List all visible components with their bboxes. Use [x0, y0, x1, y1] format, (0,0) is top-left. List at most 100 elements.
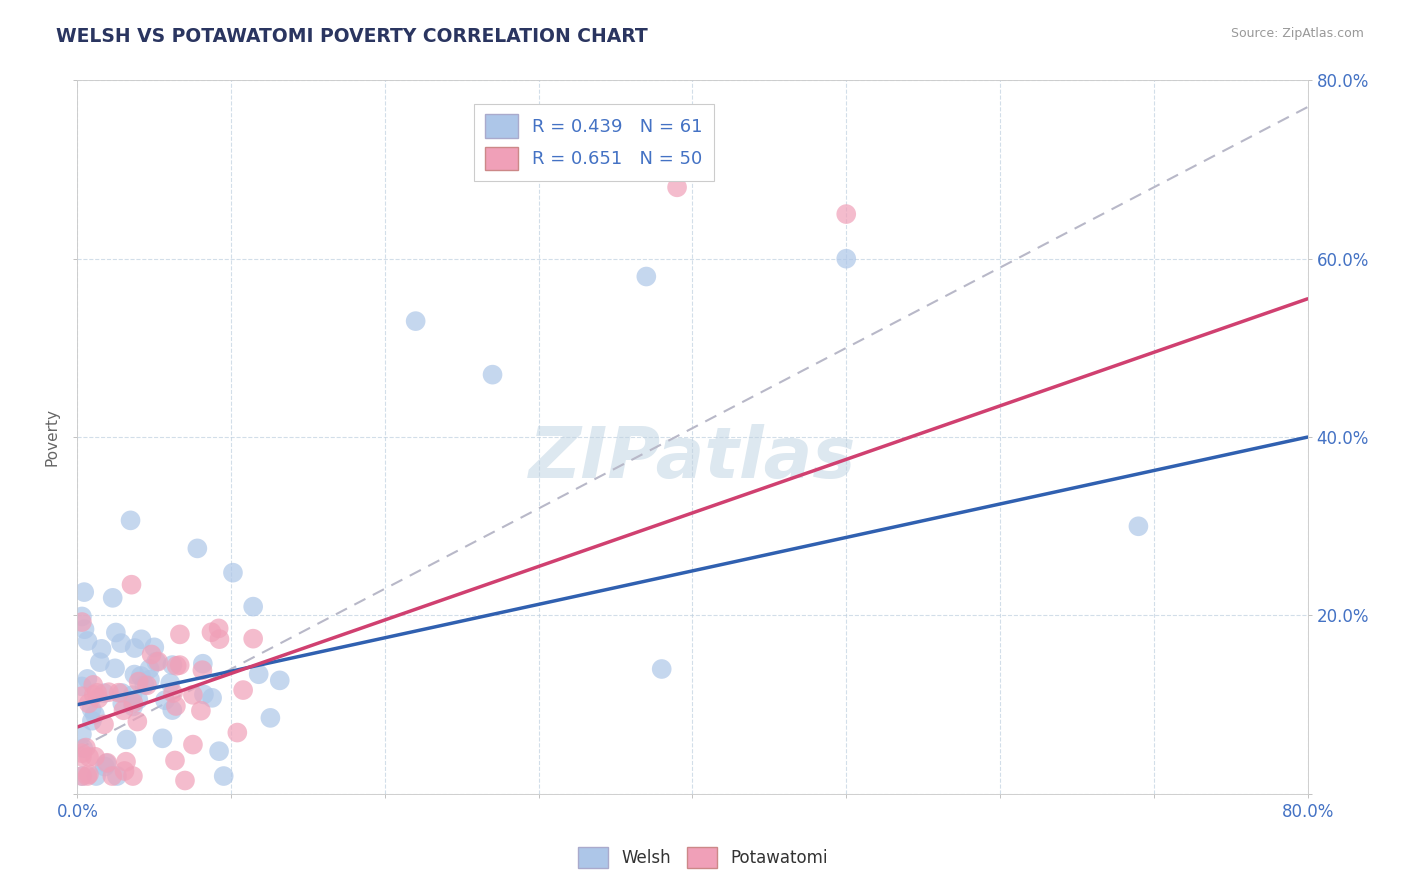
Point [94, 759, 117, 773]
Legend: Welsh, Potawatomi: Welsh, Potawatomi [571, 840, 835, 875]
Point [481, 368, 503, 382]
Point [122, 699, 145, 714]
Point [70, 609, 93, 624]
Point [124, 667, 146, 681]
Point [77, 750, 100, 764]
Legend: R = 0.439   N = 61, R = 0.651   N = 50: R = 0.439 N = 61, R = 0.651 N = 50 [474, 103, 714, 181]
Point [76, 672, 98, 686]
Point [96, 756, 118, 770]
Point [269, 673, 291, 688]
Point [121, 688, 143, 702]
Point [636, 269, 658, 284]
Point [73, 585, 96, 599]
Point [120, 513, 142, 527]
Point [136, 678, 159, 692]
Point [89, 655, 111, 669]
Point [76, 769, 98, 783]
Point [101, 769, 124, 783]
Point [226, 725, 249, 739]
Point [129, 669, 152, 683]
Point [186, 541, 208, 556]
Point [247, 667, 270, 681]
Point [163, 754, 186, 768]
Text: WELSH VS POTAWATOMI POVERTY CORRELATION CHART: WELSH VS POTAWATOMI POVERTY CORRELATION … [56, 27, 648, 45]
Point [666, 180, 689, 194]
Point [835, 207, 858, 221]
Point [93, 686, 115, 700]
Point [181, 688, 204, 702]
Point [200, 625, 222, 640]
Point [146, 655, 169, 669]
Point [84, 749, 107, 764]
Point [83, 688, 105, 702]
Point [110, 636, 132, 650]
Point [111, 697, 134, 711]
Point [86, 686, 108, 700]
Point [201, 690, 224, 705]
Point [143, 640, 166, 655]
Point [162, 686, 184, 700]
Point [77, 697, 100, 711]
Text: ZIPatlas: ZIPatlas [529, 424, 856, 493]
Point [122, 769, 145, 783]
Point [93, 717, 115, 731]
Point [127, 692, 149, 706]
Point [139, 673, 162, 687]
Point [651, 662, 673, 676]
Point [242, 599, 264, 614]
Point [174, 773, 197, 788]
Point [70, 769, 93, 783]
Point [104, 625, 127, 640]
Point [75, 740, 97, 755]
Point [242, 632, 264, 646]
Point [127, 714, 149, 729]
Point [107, 686, 129, 700]
Point [166, 658, 188, 673]
Point [405, 314, 427, 328]
Point [70, 689, 93, 703]
Point [104, 661, 127, 675]
Point [115, 755, 138, 769]
Point [77, 767, 100, 781]
Point [115, 732, 138, 747]
Point [84, 769, 107, 783]
Point [76, 634, 98, 648]
Point [835, 252, 858, 266]
Point [72, 741, 94, 756]
Point [152, 731, 174, 746]
Point [82, 678, 104, 692]
Point [87, 691, 110, 706]
Point [80, 702, 103, 716]
Text: Source: ZipAtlas.com: Source: ZipAtlas.com [1230, 27, 1364, 40]
Point [191, 663, 214, 677]
Point [128, 674, 150, 689]
Point [73, 622, 96, 636]
Point [145, 655, 167, 669]
Point [169, 627, 191, 641]
Point [112, 703, 135, 717]
Point [165, 698, 187, 713]
Point [70, 615, 93, 629]
Point [83, 707, 105, 722]
Point [1128, 519, 1150, 533]
Point [70, 746, 93, 760]
Point [80, 714, 103, 728]
Point [131, 632, 153, 647]
Point [208, 744, 231, 758]
Point [181, 738, 204, 752]
Point [138, 662, 160, 676]
Point [193, 688, 215, 702]
Y-axis label: Poverty: Poverty [45, 408, 60, 467]
Point [191, 657, 214, 671]
Point [121, 577, 143, 591]
Point [111, 686, 134, 700]
Point [153, 693, 176, 707]
Point [169, 658, 191, 673]
Point [162, 703, 184, 717]
Point [114, 764, 136, 778]
Point [105, 769, 128, 783]
Point [72, 769, 94, 783]
Point [70, 749, 93, 764]
Point [212, 769, 235, 783]
Point [101, 591, 124, 605]
